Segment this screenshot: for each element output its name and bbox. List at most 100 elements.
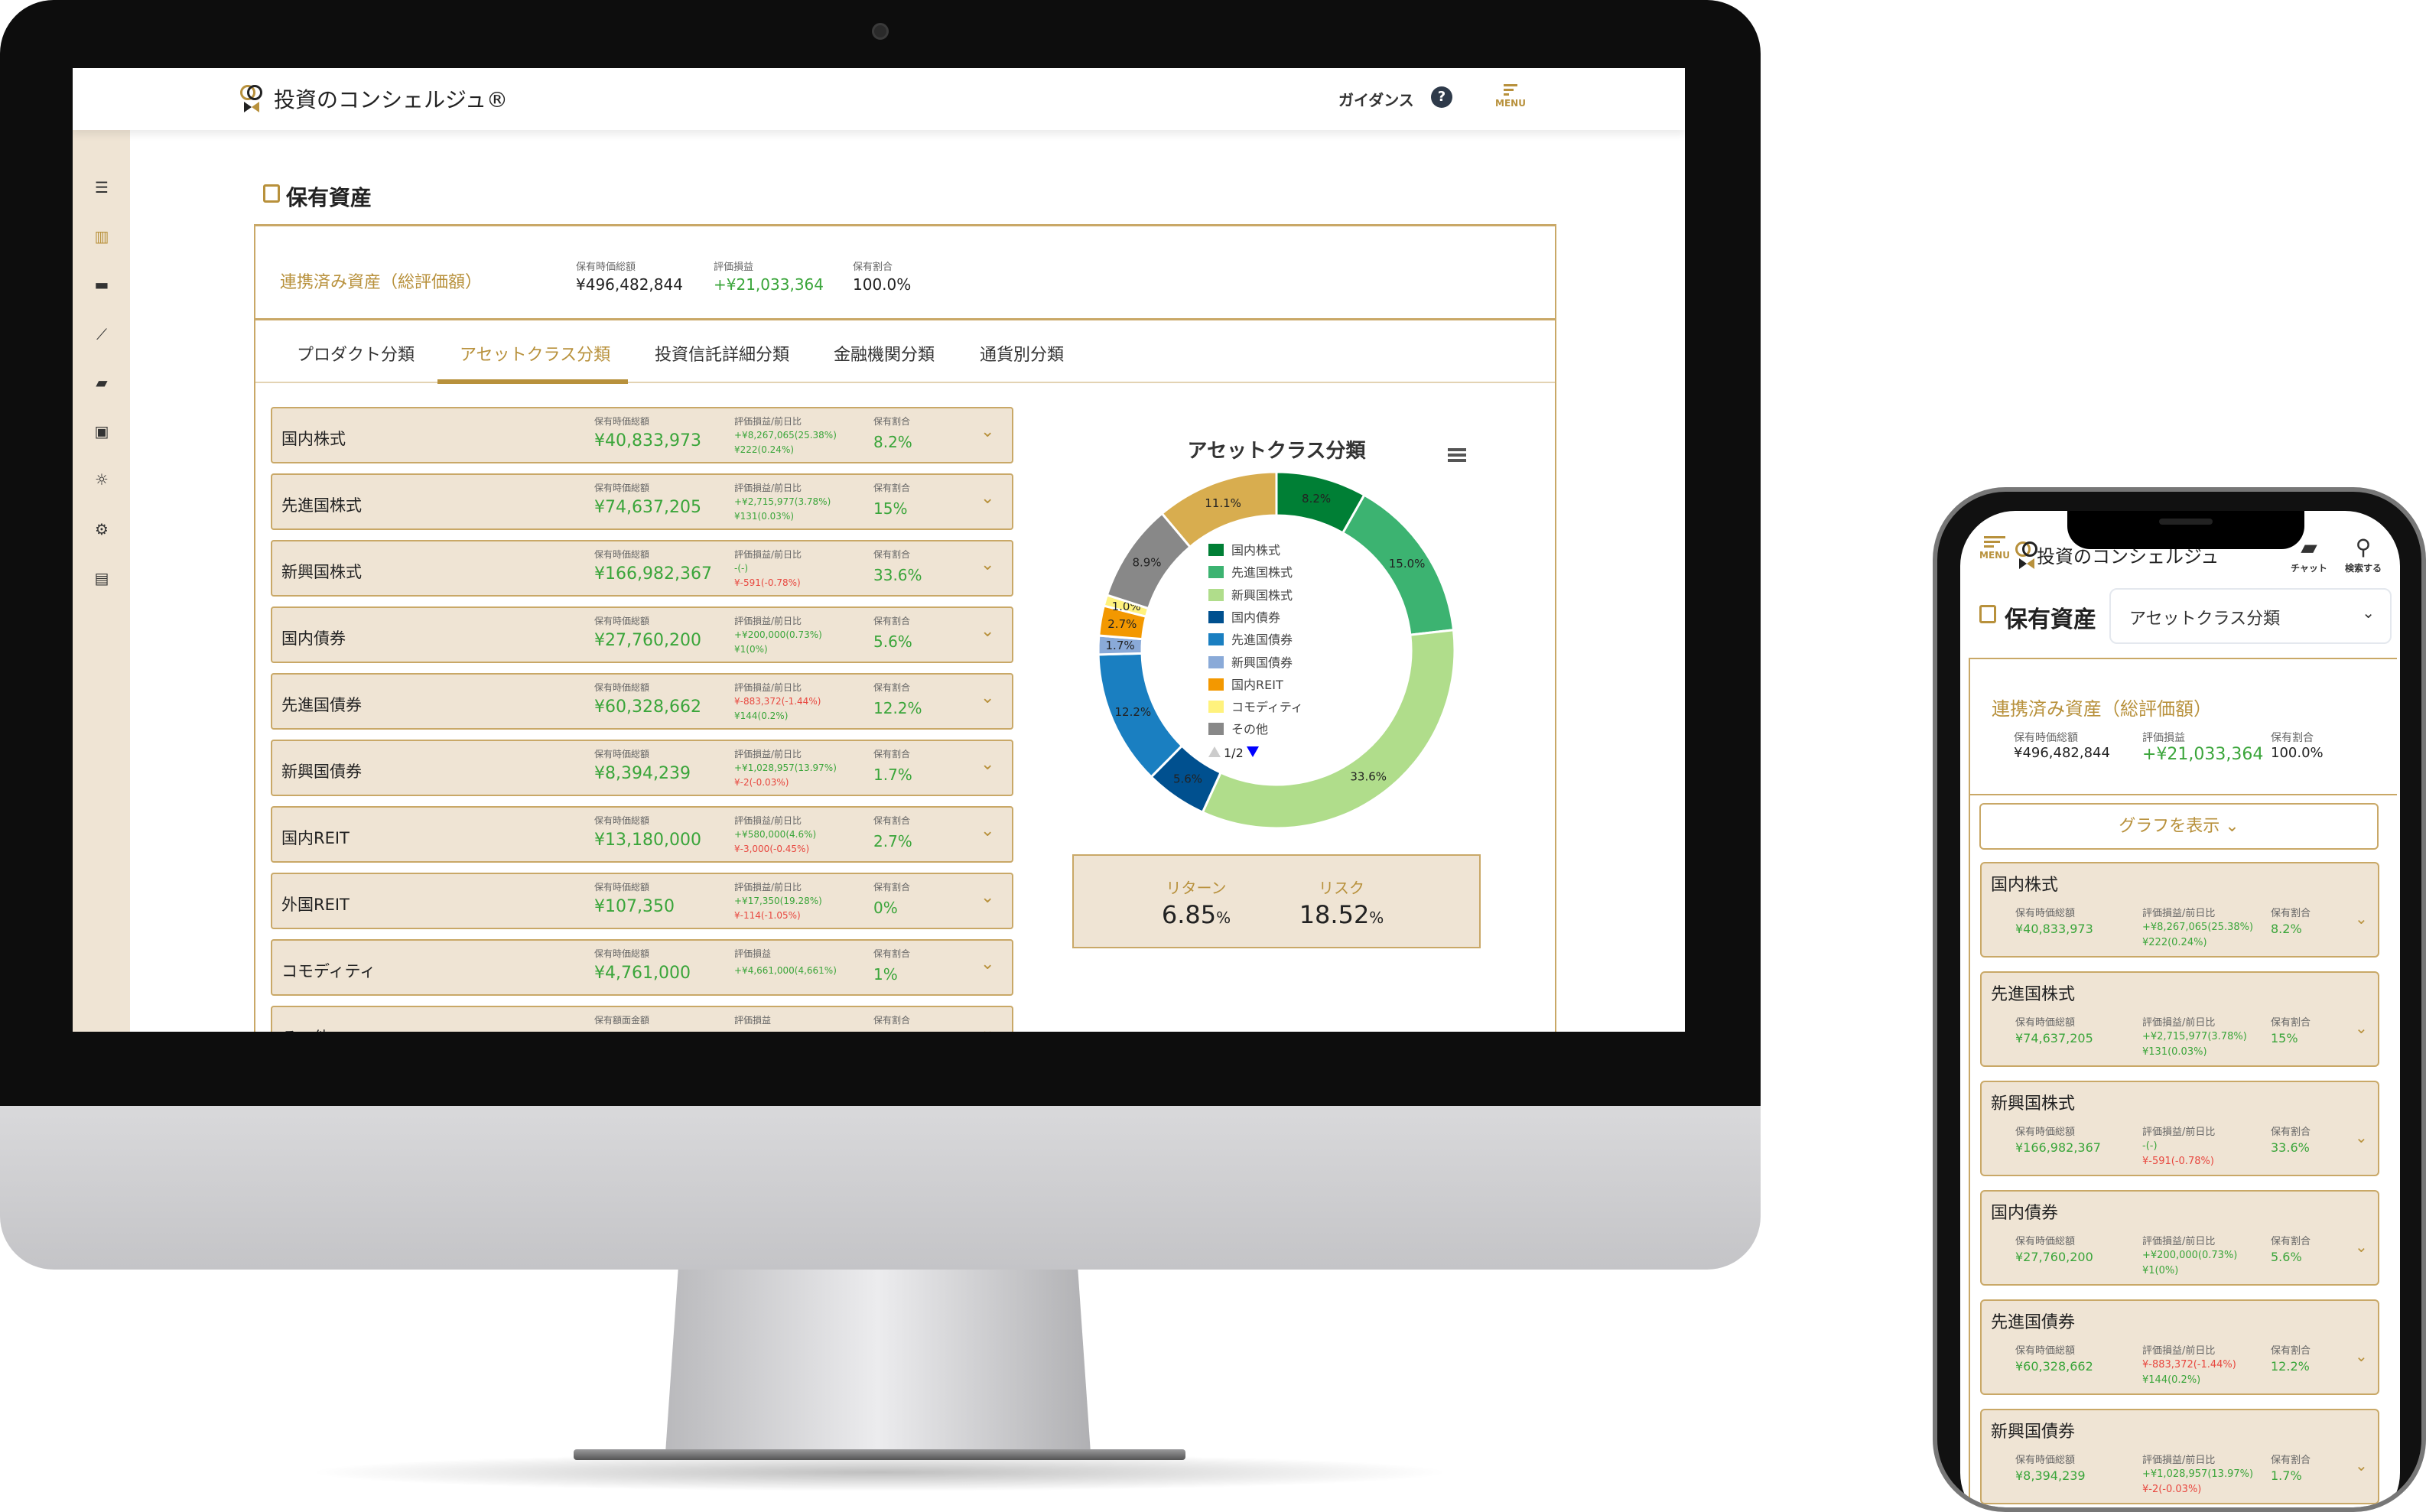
market-value-label: 保有時価総額 (2015, 908, 2076, 919)
legend-item[interactable]: 新興国株式 (1208, 587, 1293, 604)
chevron-down-icon[interactable]: ⌄ (2355, 1019, 2368, 1037)
asset-row[interactable]: 国内REIT 保有時価総額 ¥13,180,000 評価損益/前日比 +¥580,000… (271, 806, 1013, 863)
menu-icon (1984, 536, 2005, 548)
asset-row[interactable]: 外国REIT 保有時価総額 ¥107,350 評価損益/前日比 +¥17,350(19.… (271, 873, 1013, 929)
tab-institution[interactable]: 金融機関分類 (834, 346, 935, 365)
share-label: 保有割合 (873, 416, 911, 427)
market-value-label: 保有時価総額 (594, 549, 650, 560)
chevron-down-icon[interactable]: ⌄ (980, 489, 995, 508)
tab-currency[interactable]: 通貨別分類 (980, 346, 1065, 365)
guidance-link[interactable]: ガイダンス (1338, 91, 1414, 109)
legend-next-icon[interactable] (1246, 746, 1259, 757)
help-icon[interactable]: ? (1431, 86, 1452, 108)
legend-label: その他 (1231, 722, 1269, 737)
summary-share-label: 保有割合 (853, 262, 893, 273)
mobile-menu-button[interactable]: MENU (1976, 534, 2014, 561)
mobile-asset-row[interactable]: 新興国株式 保有時価総額 ¥166,982,367 評価損益/前日比 -(-) ¥-591… (1980, 1081, 2379, 1176)
chevron-down-icon[interactable]: ⌄ (2355, 1347, 2368, 1365)
asset-row[interactable]: 先進国株式 保有時価総額 ¥74,637,205 評価損益/前日比 +¥2,715,97… (271, 473, 1013, 530)
chevron-down-icon[interactable]: ⌄ (980, 422, 995, 441)
legend-item[interactable]: コモディティ (1208, 699, 1303, 716)
chevron-down-icon[interactable]: ⌄ (2355, 1237, 2368, 1256)
share-value: 5.6% (2271, 1250, 2302, 1264)
chevron-down-icon[interactable]: ⌄ (980, 888, 995, 907)
return-unit: % (1216, 909, 1231, 927)
page-title: 保有資産 (286, 185, 372, 210)
show-graph-button[interactable]: グラフを表示 ⌄ (1979, 803, 2379, 850)
asset-row[interactable]: 新興国債券 保有時価総額 ¥8,394,239 評価損益/前日比 +¥1,028,957… (271, 740, 1013, 796)
document-icon[interactable]: ▤ (94, 569, 109, 587)
profile-icon[interactable]: ▣ (94, 422, 109, 441)
credit-card-icon[interactable]: ▬ (94, 275, 109, 294)
market-value-label: 保有時価総額 (594, 682, 650, 693)
share-value: 12.2% (873, 699, 922, 717)
sidebar: ☰ ▥ ▬ ⟋ ▰ ▣ ☼ ⚙ ▤ (73, 130, 130, 1032)
share-label: 保有割合 (2271, 1127, 2311, 1138)
legend-item[interactable]: 国内株式 (1208, 542, 1280, 559)
mobile-asset-row[interactable]: 国内債券 保有時価総額 ¥27,760,200 評価損益/前日比 +¥200,000(0… (1980, 1190, 2379, 1286)
lightbulb-icon[interactable]: ☼ (95, 470, 109, 489)
mobile-asset-row[interactable]: 先進国債券 保有時価総額 ¥60,328,662 評価損益/前日比 ¥-883,372(… (1980, 1299, 2379, 1395)
asset-row[interactable]: 国内株式 保有時価総額 ¥40,833,973 評価損益/前日比 +¥8,267,065… (271, 407, 1013, 463)
chart-menu-icon[interactable] (1448, 446, 1466, 464)
asset-row[interactable]: コモディティ 保有時価総額 ¥4,761,000 評価損益 +¥4,661,000(4,… (271, 939, 1013, 996)
legend-item[interactable]: 国内REIT (1208, 677, 1283, 694)
tab-product[interactable]: プロダクト分類 (297, 346, 415, 365)
profit-label: 評価損益/前日比 (2142, 908, 2216, 919)
chevron-down-icon[interactable]: ⌄ (980, 688, 995, 707)
chevron-down-icon[interactable]: ⌄ (2355, 909, 2368, 928)
line-chart-icon[interactable]: ⟋ (96, 325, 107, 343)
mobile-asset-row[interactable]: 先進国株式 保有時価総額 ¥74,637,205 評価損益/前日比 +¥2,715,97… (1980, 971, 2379, 1067)
bar-chart-icon[interactable]: ▥ (94, 227, 109, 245)
tab-fund-detail[interactable]: 投資信託詳細分類 (655, 346, 790, 365)
share-label: 保有割合 (873, 1015, 911, 1026)
legend-item[interactable]: 先進国債券 (1208, 632, 1293, 649)
chevron-down-icon[interactable]: ⌄ (980, 555, 995, 574)
day-change: ¥-2(-0.03%) (734, 777, 789, 788)
divider (1970, 794, 2397, 795)
donut-slice[interactable] (1201, 629, 1456, 830)
market-value: ¥27,760,200 (2015, 1250, 2093, 1264)
mobile-logo-text[interactable]: 投資のコンシェルジュ (2037, 546, 2219, 567)
market-value-label: 保有時価総額 (594, 948, 650, 959)
asset-name: 国内債券 (1991, 1204, 2059, 1223)
legend-item[interactable]: その他 (1208, 721, 1268, 738)
tab-asset-class[interactable]: アセットクラス分類 (460, 346, 611, 365)
legend-item[interactable]: 新興国債券 (1208, 655, 1293, 671)
legend-item[interactable]: 先進国株式 (1208, 564, 1293, 581)
chat-button[interactable]: ▰ チャット (2286, 534, 2332, 574)
chevron-down-icon[interactable]: ⌄ (980, 622, 995, 641)
chevron-down-icon[interactable]: ⌄ (2355, 1128, 2368, 1146)
logo-text[interactable]: 投資のコンシェルジュ® (274, 87, 509, 112)
asset-name: コモディティ (281, 962, 376, 980)
search-button[interactable]: ⚲ 検索する (2340, 534, 2386, 574)
profit-label: 評価損益/前日比 (734, 483, 802, 493)
chevron-down-icon[interactable]: ⌄ (2355, 1456, 2368, 1475)
asset-row[interactable]: 新興国株式 保有時価総額 ¥166,982,367 評価損益/前日比 -(-) ¥-591… (271, 540, 1013, 597)
mobile-summary-title: 連携済み資産（総評価額） (1992, 698, 2212, 720)
chevron-down-icon[interactable]: ⌄ (980, 755, 995, 774)
market-value-label: 保有時価総額 (594, 483, 650, 493)
market-value-label: 保有時価総額 (2015, 1127, 2076, 1138)
asset-row[interactable]: 先進国債券 保有時価総額 ¥60,328,662 評価損益/前日比 ¥-883,372(… (271, 673, 1013, 730)
chat-icon[interactable]: ▰ (96, 373, 108, 392)
chevron-down-icon[interactable]: ⌄ (980, 821, 995, 841)
slice-label: 15.0% (1389, 557, 1426, 571)
classification-select[interactable]: アセットクラス分類 ⌄ (2109, 588, 2392, 644)
chevron-down-icon[interactable]: ⌄ (980, 1021, 995, 1032)
menu-icon[interactable]: ☰ (95, 178, 109, 197)
mobile-summary-market-value-label: 保有時価総額 (2014, 732, 2078, 744)
legend-swatch (1208, 655, 1224, 668)
chevron-down-icon[interactable]: ⌄ (980, 954, 995, 974)
donut-slice[interactable] (1160, 470, 1278, 549)
gear-icon[interactable]: ⚙ (95, 520, 109, 538)
mobile-asset-row[interactable]: 新興国債券 保有時価総額 ¥8,394,239 評価損益/前日比 +¥1,028,957… (1980, 1409, 2379, 1504)
asset-row[interactable]: 国内債券 保有時価総額 ¥27,760,200 評価損益/前日比 +¥200,000(0… (271, 606, 1013, 663)
slice-label: 8.2% (1302, 492, 1331, 506)
legend-prev-icon[interactable] (1208, 746, 1221, 757)
menu-button[interactable]: MENU (1491, 82, 1530, 120)
mobile-asset-row[interactable]: 国内株式 保有時価総額 ¥40,833,973 評価損益/前日比 +¥8,267,065… (1980, 862, 2379, 958)
day-change: ¥-114(-1.05%) (734, 910, 801, 921)
legend-item[interactable]: 国内債券 (1208, 610, 1280, 626)
